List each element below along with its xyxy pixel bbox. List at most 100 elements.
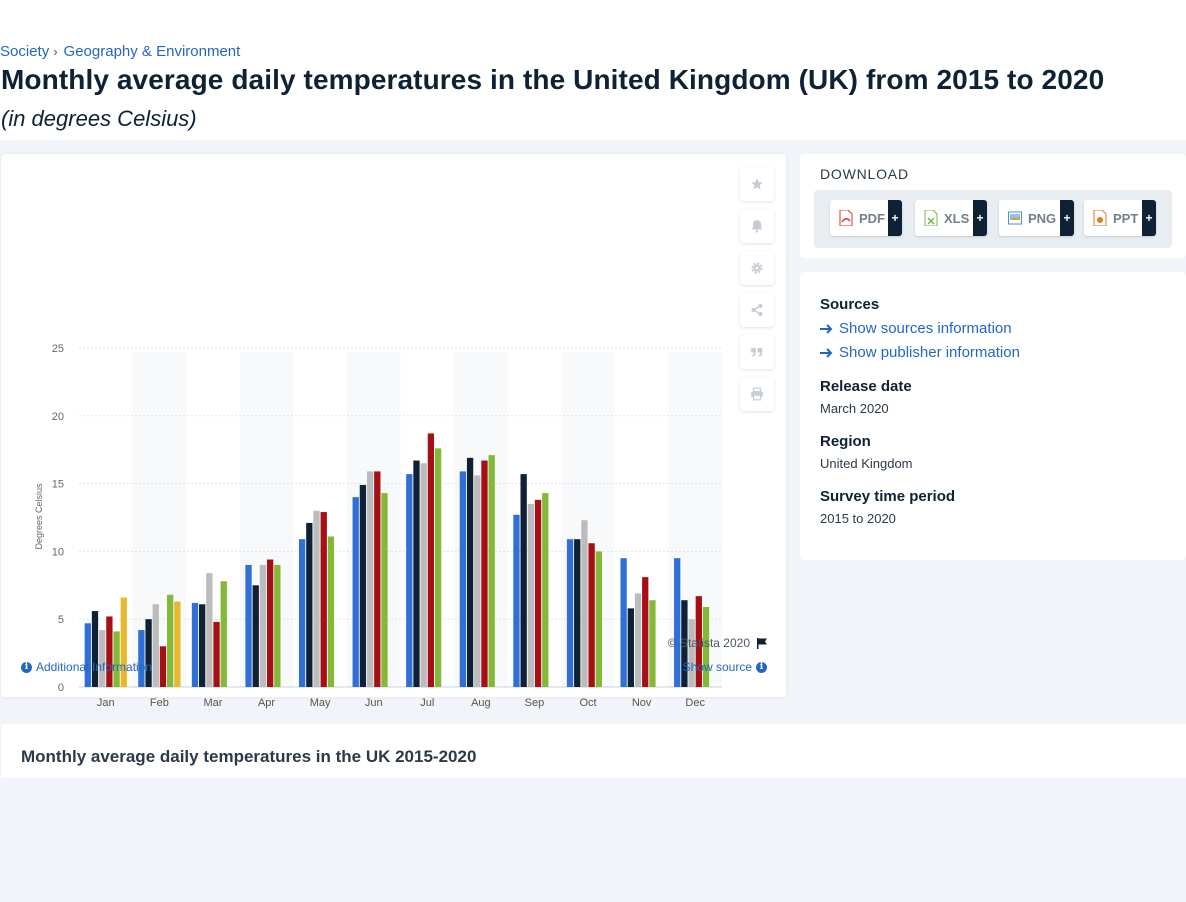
bar-2020-feb xyxy=(174,601,181,687)
bar-2018-jan xyxy=(106,616,113,687)
bar-2018-sep xyxy=(534,499,542,687)
bar-2018-may xyxy=(320,512,327,687)
copyright: © Statista 2020 xyxy=(668,636,768,650)
bar-2016-sep xyxy=(520,474,527,687)
y-tick-label: 20 xyxy=(52,411,64,423)
bar-2016-may xyxy=(306,522,313,687)
x-tick-label: Dec xyxy=(685,697,705,709)
bar-2015-feb xyxy=(138,630,145,687)
bar-2019-sep xyxy=(542,493,549,687)
page-title: Monthly average daily temperatures in th… xyxy=(1,64,1105,95)
show-publisher-label: Show publisher information xyxy=(839,344,1020,361)
show-sources-link[interactable]: Show sources information xyxy=(820,320,1012,337)
bar-2019-nov xyxy=(649,600,656,687)
header-band xyxy=(0,0,1186,140)
bar-2015-apr xyxy=(245,564,252,687)
star-icon[interactable] xyxy=(740,167,774,201)
bar-2017-jul xyxy=(420,463,427,687)
show-source-link[interactable]: Show source i xyxy=(683,660,767,674)
xls-plus: + xyxy=(973,200,987,236)
bar-2017-apr xyxy=(259,564,267,687)
quote-icon[interactable] xyxy=(740,335,774,369)
bar-2016-mar xyxy=(199,604,206,687)
survey-period-value: 2015 to 2020 xyxy=(820,511,896,526)
download-xls-button[interactable]: XLS + xyxy=(915,200,987,236)
bar-2016-aug xyxy=(466,457,474,687)
xls-file-icon xyxy=(924,209,938,227)
x-tick-label: Jan xyxy=(97,697,115,709)
download-title: DOWNLOAD xyxy=(820,166,909,182)
bar-2016-jan xyxy=(91,611,99,687)
y-tick-label: 25 xyxy=(52,343,64,355)
download-ppt-button[interactable]: PPT + xyxy=(1084,200,1156,236)
bar-2019-mar xyxy=(220,581,227,687)
ppt-file-icon xyxy=(1093,209,1107,227)
x-tick-label: Nov xyxy=(632,697,652,709)
bar-2018-nov xyxy=(642,577,649,687)
additional-information-link[interactable]: i Additional Information xyxy=(21,660,152,674)
y-tick-label: 15 xyxy=(52,479,64,491)
bar-2015-oct xyxy=(566,539,574,687)
pdf-plus: + xyxy=(888,200,902,236)
print-icon[interactable] xyxy=(740,377,774,411)
region-heading: Region xyxy=(820,433,871,450)
related-statistic-title[interactable]: Monthly average daily temperatures in th… xyxy=(21,747,477,766)
bar-2018-jul xyxy=(427,433,435,687)
bar-chart: 0 5 10 15 20 25 Degrees Celsius Jan Feb Mar Apr May… xyxy=(34,343,722,748)
chart-card: 0 5 10 15 20 25 Degrees Celsius Jan Feb Mar Apr May… xyxy=(1,154,786,748)
download-bar: PDF + XLS + PNG + PPT + xyxy=(814,190,1172,248)
bar-2019-dec xyxy=(702,606,710,687)
show-publisher-link[interactable]: Show publisher information xyxy=(820,344,1020,361)
bar-2016-jul xyxy=(413,460,420,687)
ppt-plus: + xyxy=(1142,200,1156,236)
bar-2015-jun xyxy=(352,497,359,687)
bar-2015-mar xyxy=(191,602,199,687)
bar-2017-jun xyxy=(366,471,374,687)
survey-period-heading: Survey time period xyxy=(820,488,956,505)
bar-2017-jan xyxy=(99,630,106,687)
info-icon: i xyxy=(21,661,32,673)
download-png-button[interactable]: PNG + xyxy=(999,200,1074,236)
download-pdf-button[interactable]: PDF + xyxy=(830,200,902,236)
breadcrumb-society[interactable]: Society xyxy=(0,43,50,60)
bar-2019-apr xyxy=(274,564,281,687)
bar-2017-feb xyxy=(152,604,159,687)
y-tick-label: 10 xyxy=(52,546,64,558)
release-date-value: March 2020 xyxy=(820,401,889,416)
download-xls-label: XLS xyxy=(944,210,970,226)
y-tick-label: 0 xyxy=(58,682,64,694)
breadcrumb-geography[interactable]: Geography & Environment xyxy=(63,43,241,60)
bar-2015-may xyxy=(298,539,306,687)
release-date-heading: Release date xyxy=(820,378,912,395)
arrow-right-icon xyxy=(820,347,833,358)
bar-2016-apr xyxy=(252,585,259,687)
additional-information-label: Additional Information xyxy=(36,660,153,674)
pdf-file-icon xyxy=(839,209,853,227)
bar-2015-sep xyxy=(513,514,520,687)
bar-2019-jun xyxy=(381,493,388,687)
bar-2016-nov xyxy=(627,608,634,687)
download-card: DOWNLOAD PDF + XLS + PNG + PPT + xyxy=(800,154,1186,258)
download-png-label: PNG xyxy=(1028,210,1057,226)
arrow-right-icon xyxy=(820,323,833,334)
bar-2015-dec xyxy=(674,558,681,687)
download-ppt-label: PPT xyxy=(1113,210,1139,226)
x-tick-label: May xyxy=(310,697,331,709)
x-tick-label: Aug xyxy=(471,697,491,709)
bar-2017-sep xyxy=(527,503,535,687)
breadcrumb-separator: › xyxy=(53,44,58,59)
copyright-text: © Statista 2020 xyxy=(667,636,750,650)
bar-2018-apr xyxy=(266,559,274,687)
gear-icon[interactable] xyxy=(740,251,774,285)
bar-2016-dec xyxy=(681,600,688,687)
flag-icon[interactable] xyxy=(756,637,768,649)
bar-2019-jul xyxy=(434,448,442,687)
bar-2018-feb xyxy=(159,646,167,687)
png-file-icon xyxy=(1008,210,1022,226)
sources-heading: Sources xyxy=(820,296,880,313)
bell-icon[interactable] xyxy=(740,209,774,243)
y-tick-label: 5 xyxy=(58,614,64,626)
bar-2015-jan xyxy=(84,623,91,687)
bar-2016-oct xyxy=(574,539,581,687)
share-icon[interactable] xyxy=(740,293,774,327)
